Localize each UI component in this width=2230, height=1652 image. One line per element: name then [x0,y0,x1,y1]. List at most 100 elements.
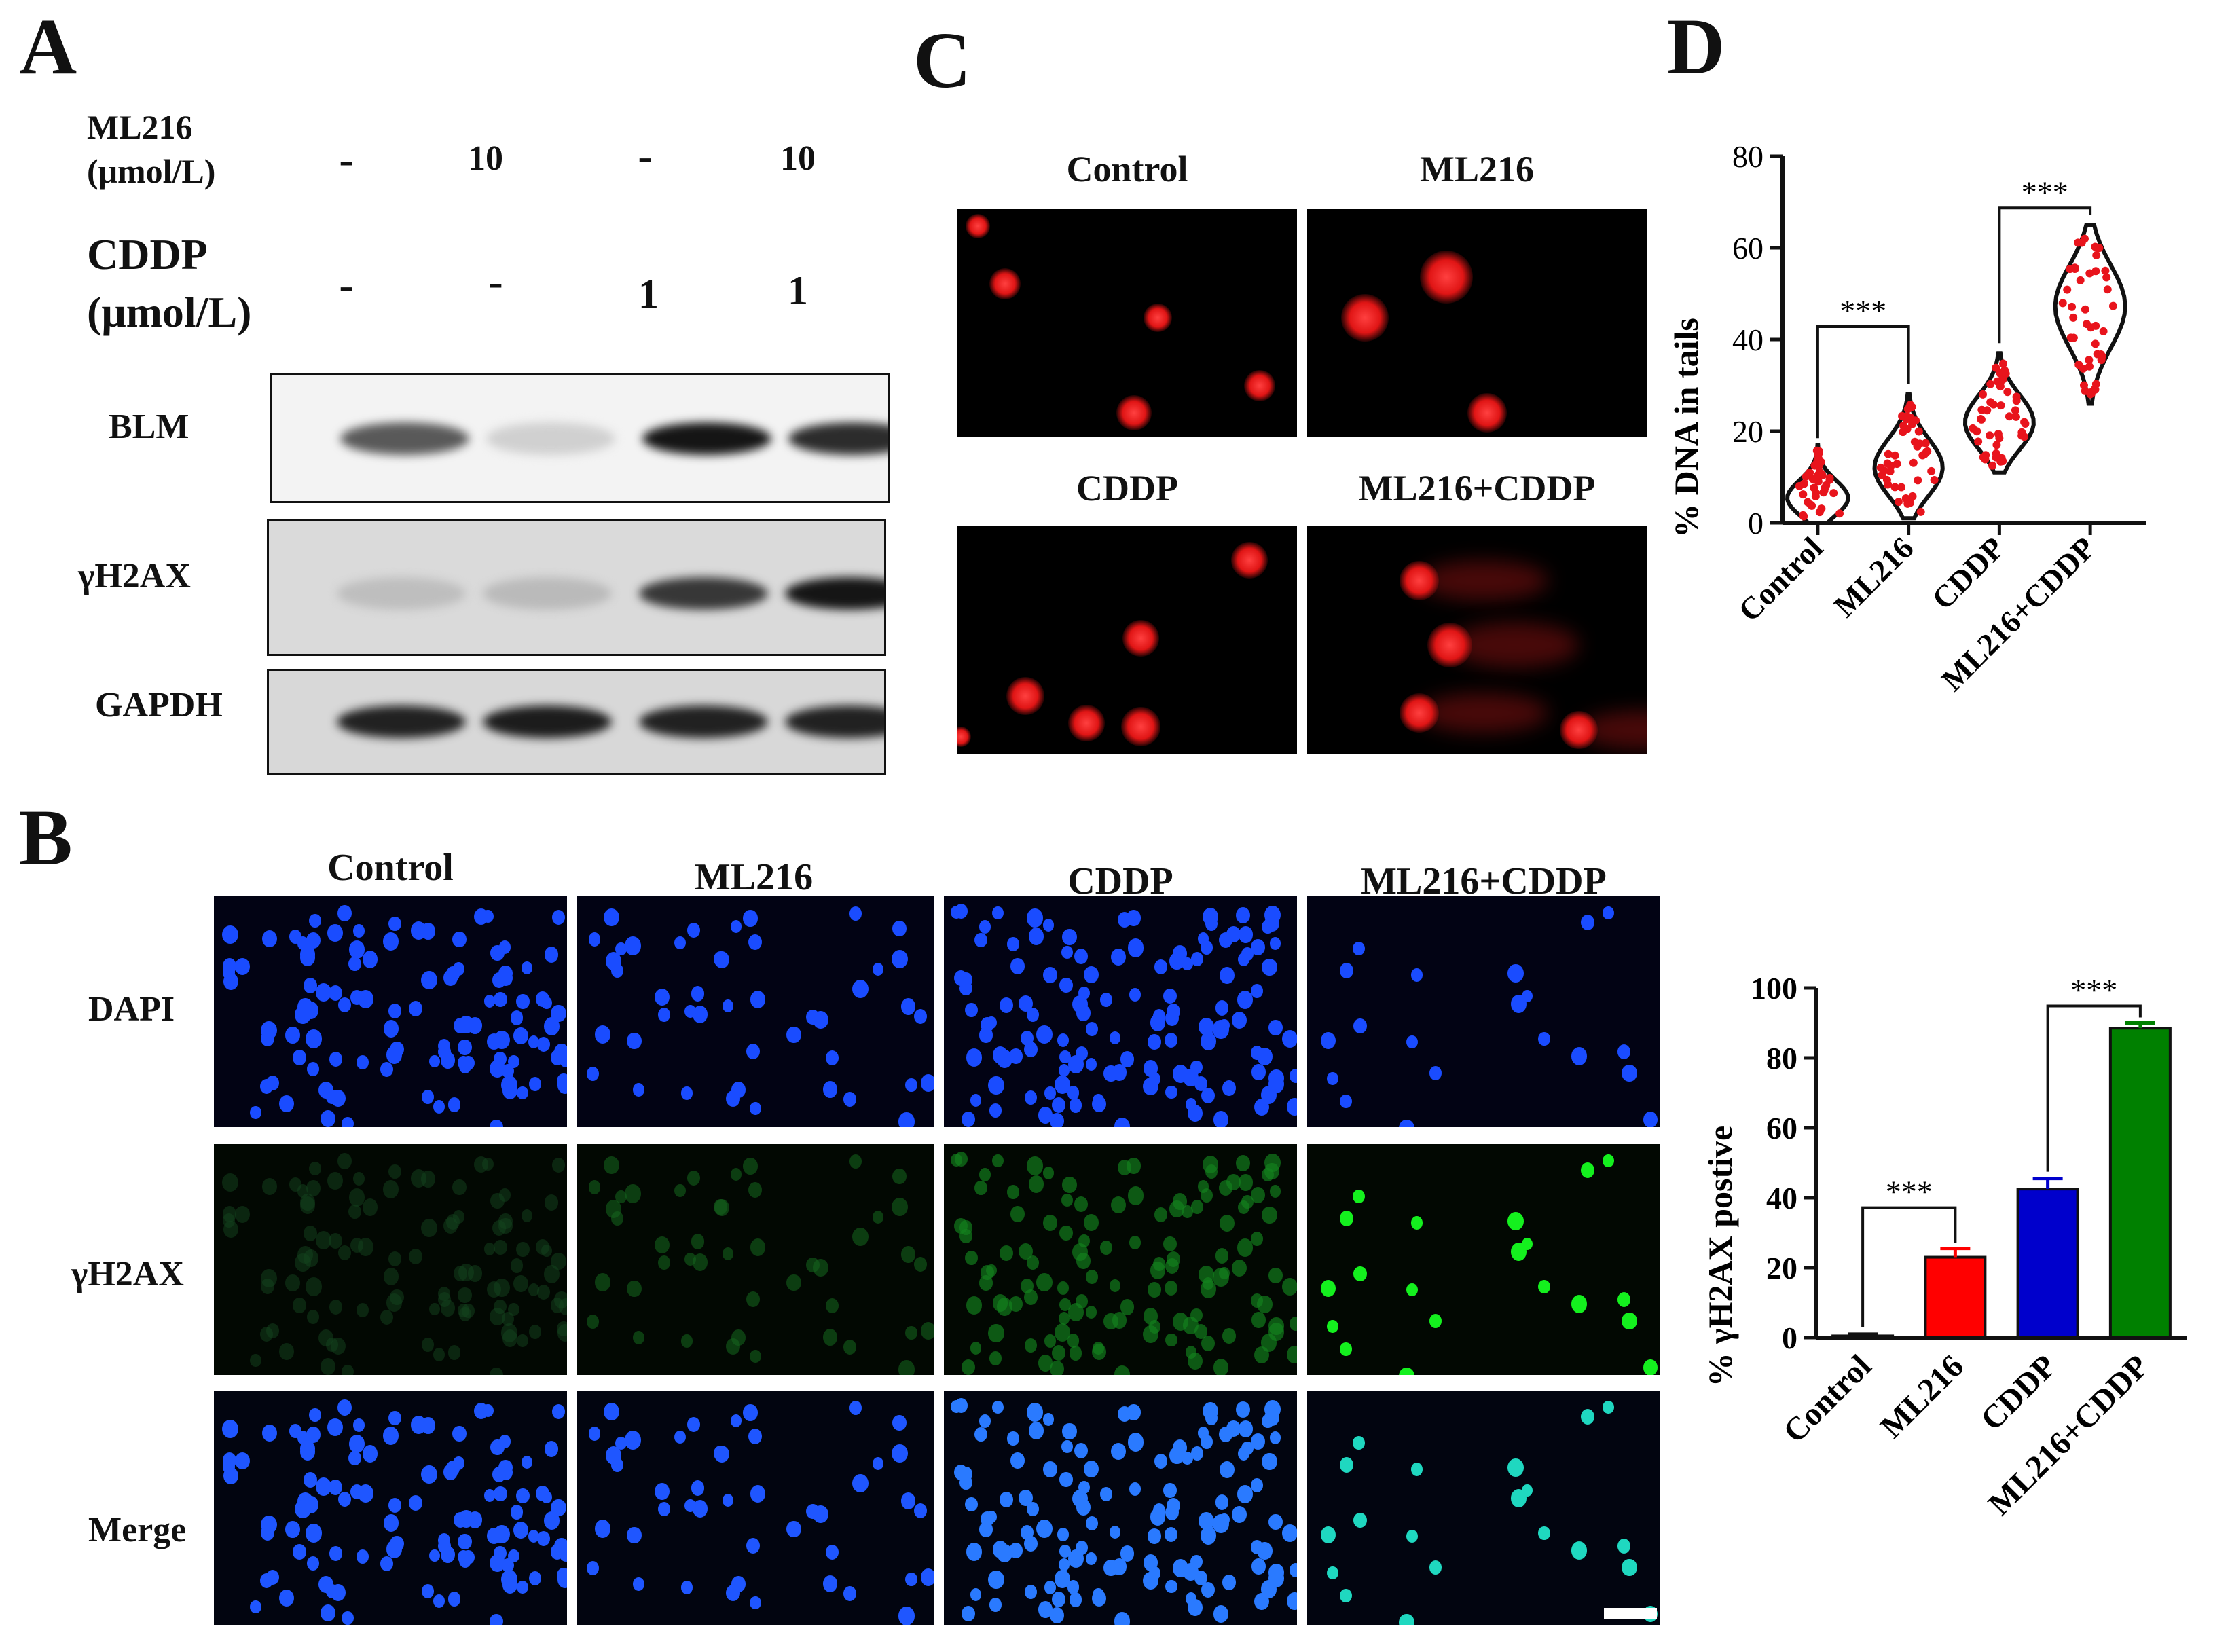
nucleus [594,1025,611,1044]
nucleus [681,1334,693,1348]
nucleus [458,1306,471,1321]
nucleus [1026,1156,1043,1175]
nucleus [1617,1044,1631,1060]
nucleus [554,1044,567,1061]
nucleus [1083,1461,1099,1478]
violin-point [2091,242,2100,251]
nucleus [327,1171,343,1190]
nucleus [490,1307,506,1325]
nucleus [1127,938,1144,957]
nucleus [1057,1033,1070,1048]
nucleus [458,1263,474,1281]
nucleus [691,986,705,1002]
nucleus [722,1494,734,1507]
nucleus [490,1192,505,1209]
ml216-value-4: 10 [780,139,816,178]
comet-title-cddp: CDDP [1076,468,1178,509]
nucleus [730,1414,742,1427]
nucleus [467,1265,483,1282]
nucleus [1251,1477,1263,1492]
nucleus [681,1086,693,1100]
nucleus [1538,1031,1550,1046]
nucleus [1406,1283,1418,1297]
nucleus [380,1556,394,1571]
nucleus [452,1179,467,1196]
nucleus [536,991,550,1007]
nucleus [321,1110,336,1127]
nucleus [1507,1458,1524,1477]
if-image [214,1144,567,1375]
nucleus [1268,1322,1284,1341]
nucleus [349,1434,365,1453]
nucleus [1262,1167,1275,1182]
nucleus [356,1549,369,1564]
nucleus [1127,1158,1141,1174]
cddp-value-1: - [339,261,354,309]
if-image [944,1391,1297,1625]
nucleus [490,1367,504,1375]
nucleus [901,998,916,1015]
nucleus [1571,1294,1588,1313]
nucleus [714,1199,727,1215]
nucleus [1213,1605,1229,1623]
violin-point [1918,451,1927,460]
nucleus [349,1188,365,1207]
nucleus [1353,1190,1365,1204]
blot-label-gh2ax: γH2AX [78,557,191,595]
nucleus [1213,1111,1229,1127]
nucleus [852,1474,869,1493]
nucleus [458,1039,472,1056]
violin-point [1999,359,2008,368]
y-tick-label: 40 [1766,1181,1797,1215]
nucleus [1622,1558,1637,1577]
nucleus [1026,1403,1043,1422]
nucleus [722,999,734,1013]
nucleus [516,1086,528,1100]
nucleus [1007,937,1019,951]
nucleus [1581,1409,1595,1425]
nucleus [1198,1511,1214,1530]
nucleus [529,1571,542,1585]
nucleus [234,1452,251,1470]
nucleus [516,1242,530,1258]
violin-shape [1872,392,1945,521]
nucleus [655,1483,670,1501]
nucleus [985,1264,997,1277]
nucleus [1036,1272,1053,1291]
nucleus [1057,1281,1070,1296]
nucleus [222,925,238,944]
nucleus [1099,1487,1112,1501]
nucleus [1148,1528,1161,1544]
nucleus [905,1078,917,1092]
nucleus [594,1520,611,1538]
nucleus [1289,1069,1297,1084]
nucleus [467,1017,483,1034]
violin-point [2081,305,2089,314]
nucleus [409,1494,423,1511]
nucleus [872,1457,884,1471]
nucleus [1399,1367,1414,1375]
nucleus [1205,917,1218,932]
nucleus [421,1219,437,1238]
nucleus [1163,1236,1177,1252]
nucleus [1055,1323,1071,1342]
nucleus [510,1258,524,1273]
nucleus [516,1334,528,1348]
violin-point [2005,412,2013,421]
violin-point [2103,285,2112,294]
nucleus [1099,1241,1112,1255]
nucleus [1251,983,1263,998]
nucleus [1191,1446,1204,1461]
nucleus [1074,1196,1089,1213]
violin-point [1816,469,1825,478]
nucleus [1237,991,1254,1010]
violin-point [1835,509,1844,518]
nucleus [1399,1613,1414,1625]
nucleus [974,1427,987,1442]
nucleus [1282,1277,1297,1296]
nucleus [692,1005,708,1023]
nucleus [603,908,619,927]
nucleus [383,1020,399,1038]
nucleus [390,1289,404,1306]
violin-point [2085,269,2094,278]
